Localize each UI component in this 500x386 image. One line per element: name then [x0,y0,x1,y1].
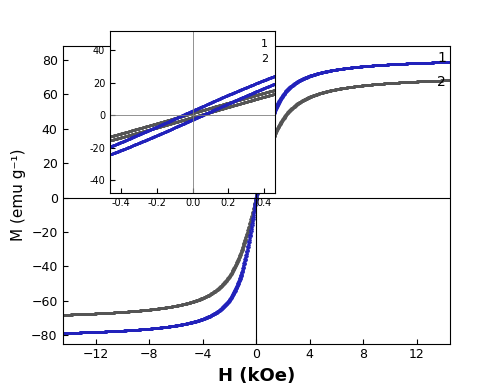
Text: 1: 1 [437,51,446,65]
X-axis label: H (kOe): H (kOe) [218,367,295,385]
Text: 2: 2 [437,75,446,90]
Y-axis label: M (emu g⁻¹): M (emu g⁻¹) [10,149,26,241]
Text: 2: 2 [260,54,268,64]
Text: 1: 1 [261,39,268,49]
